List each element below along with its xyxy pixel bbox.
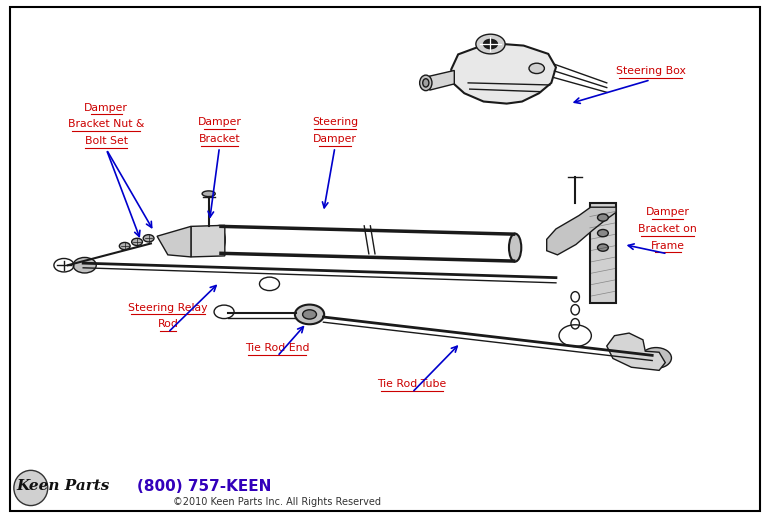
Text: Damper: Damper (646, 207, 689, 218)
Polygon shape (191, 225, 225, 257)
Polygon shape (430, 70, 454, 90)
Text: Keen Parts: Keen Parts (16, 479, 110, 493)
Ellipse shape (420, 75, 432, 91)
Polygon shape (547, 207, 616, 255)
Text: ©2010 Keen Parts Inc. All Rights Reserved: ©2010 Keen Parts Inc. All Rights Reserve… (173, 497, 381, 508)
Circle shape (641, 348, 671, 368)
Circle shape (143, 235, 154, 242)
Text: Bolt Set: Bolt Set (85, 136, 128, 146)
Circle shape (598, 244, 608, 251)
Circle shape (484, 39, 497, 49)
Polygon shape (590, 203, 616, 303)
Circle shape (598, 229, 608, 237)
Circle shape (598, 214, 608, 221)
Polygon shape (157, 226, 191, 257)
Circle shape (476, 34, 505, 54)
Polygon shape (607, 333, 665, 370)
Text: Tie Rod End: Tie Rod End (245, 343, 310, 353)
Text: Rod: Rod (157, 319, 179, 329)
Circle shape (119, 242, 130, 250)
Ellipse shape (509, 234, 521, 262)
Text: Bracket: Bracket (199, 134, 240, 144)
Text: Damper: Damper (85, 103, 128, 113)
Ellipse shape (202, 191, 216, 197)
Text: Damper: Damper (198, 117, 241, 127)
Circle shape (303, 310, 316, 319)
Text: Bracket on: Bracket on (638, 224, 697, 234)
Text: Bracket Nut &: Bracket Nut & (68, 119, 145, 130)
Text: (800) 757-KEEN: (800) 757-KEEN (137, 480, 271, 494)
Circle shape (132, 238, 142, 246)
Text: Steering Relay: Steering Relay (128, 303, 208, 313)
Ellipse shape (423, 79, 429, 87)
Text: Tie Rod Tube: Tie Rod Tube (377, 379, 447, 390)
Text: Steering Box: Steering Box (616, 66, 685, 77)
Text: Frame: Frame (651, 240, 685, 251)
Text: Steering: Steering (312, 117, 358, 127)
Text: Damper: Damper (313, 134, 357, 144)
Ellipse shape (14, 470, 48, 506)
Ellipse shape (213, 226, 225, 254)
Polygon shape (451, 43, 556, 104)
Circle shape (529, 63, 544, 74)
Circle shape (295, 305, 324, 324)
Circle shape (73, 257, 96, 273)
